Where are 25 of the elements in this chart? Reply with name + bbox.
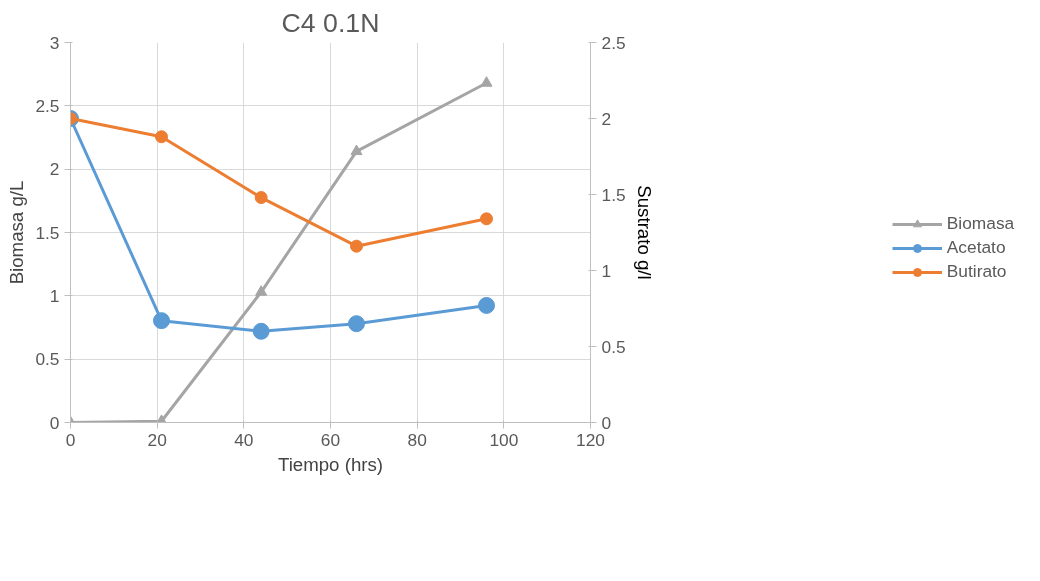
y-tick-label: 0 (49, 412, 60, 433)
y-tick-label: 1.5 (35, 222, 60, 243)
x-tick-label: 100 (489, 429, 519, 450)
y2-tick-label: 2 (601, 108, 612, 129)
legend-label: Butirato (946, 261, 1007, 282)
x-axis-title: Tiempo (hrs) (277, 453, 384, 475)
y2-tick-label: 2.5 (601, 32, 626, 53)
y-tick-label: 2.5 (35, 95, 60, 116)
x-tick-label: 60 (320, 429, 341, 450)
y2-tick-label: 0.5 (601, 336, 626, 357)
legend-label: Biomasa (946, 213, 1015, 234)
x-tick-label: 20 (147, 429, 167, 450)
x-tick-label: 80 (407, 429, 427, 450)
y2-axis-title: Sustrato g/l (633, 185, 655, 280)
legend-label: Acetato (946, 237, 1006, 258)
x-tick-label: 0 (65, 429, 76, 450)
y-tick-label: 3 (49, 32, 60, 53)
y-tick-label: 1 (49, 285, 60, 306)
y-axis-title: Biomasa g/L (6, 180, 28, 285)
chart-title: C4 0.1N (281, 7, 380, 38)
x-tick-label: 40 (234, 429, 254, 450)
y-tick-label: 2 (49, 159, 60, 180)
y2-tick-label: 1.5 (601, 184, 626, 205)
y2-tick-label: 1 (601, 260, 612, 281)
y-tick-label: 0.5 (35, 349, 60, 370)
